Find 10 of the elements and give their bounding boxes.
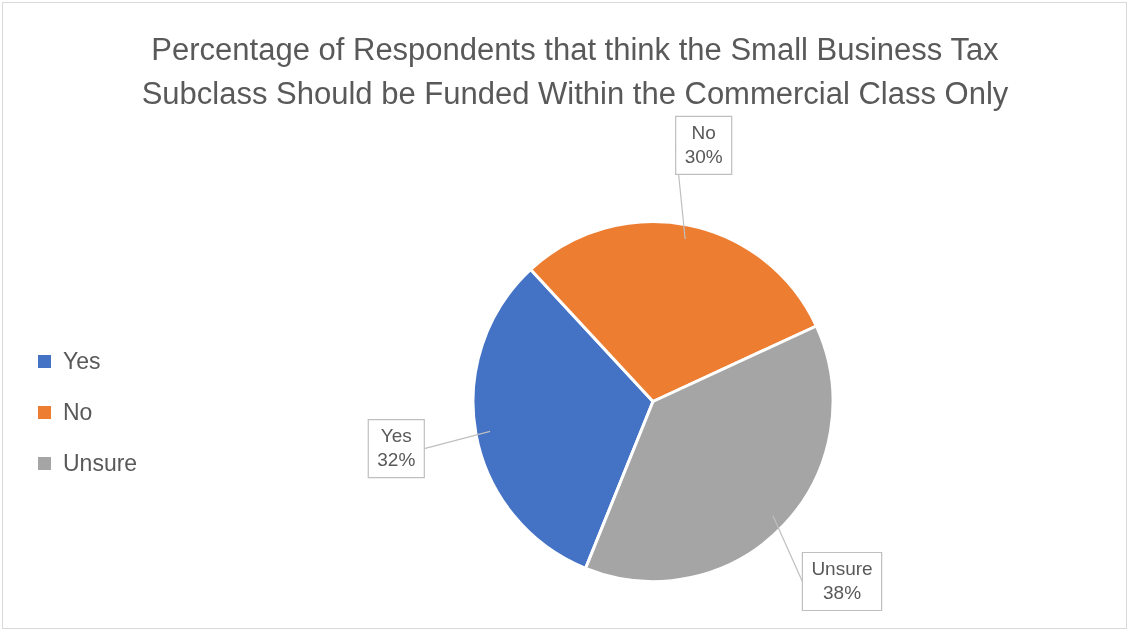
slice-label: Unsure xyxy=(811,557,873,579)
legend-label: Unsure xyxy=(63,450,138,477)
data-label: 30% xyxy=(684,145,723,167)
chart-title: Percentage of Respondents that think the Small Business Tax Subclass Should be Funded Within the Commercial Class Only xyxy=(140,31,1010,113)
slice-label: No xyxy=(691,121,716,143)
data-label: 32% xyxy=(377,448,416,470)
data-label: 38% xyxy=(822,581,862,603)
legend-label: No xyxy=(63,399,93,426)
slice-label: Yes xyxy=(380,424,412,446)
legend-label: Yes xyxy=(63,348,101,375)
